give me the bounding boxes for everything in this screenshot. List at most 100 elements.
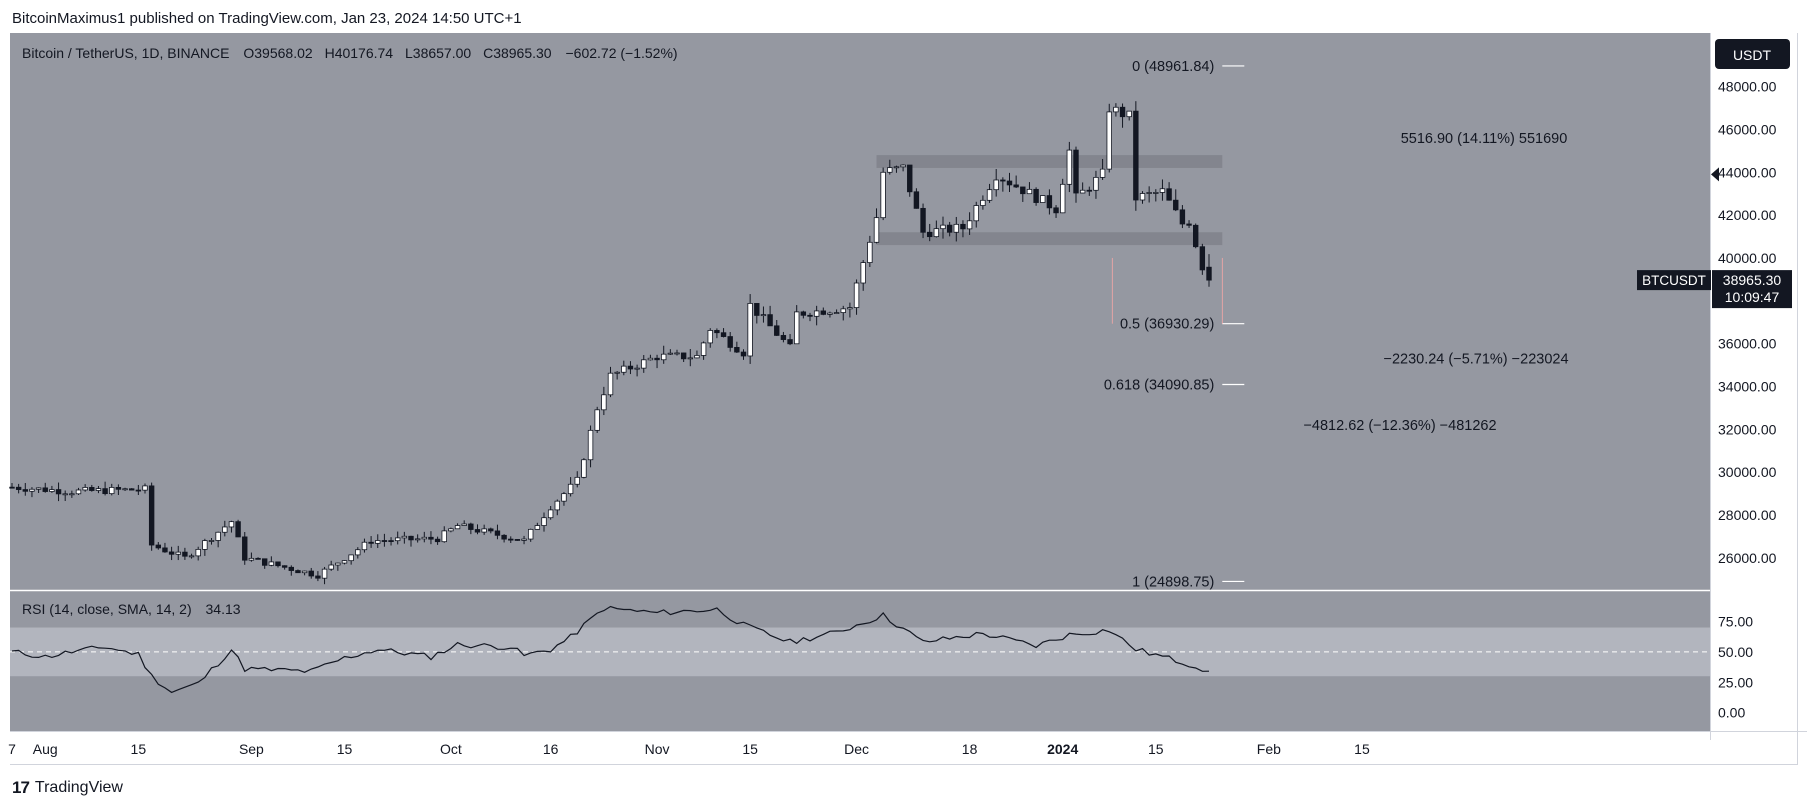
candle-body <box>414 538 421 541</box>
candle-body <box>182 551 188 557</box>
candle-body <box>827 312 833 315</box>
price-tick-label: 42000.00 <box>1718 207 1777 223</box>
price-tick-label: 30000.00 <box>1718 464 1777 480</box>
candle-body <box>1146 192 1152 194</box>
currency-button-bg[interactable] <box>1715 39 1790 69</box>
candle-body <box>328 564 334 570</box>
candle-body <box>75 489 82 495</box>
candle-body <box>946 224 953 233</box>
candle-body <box>873 217 880 243</box>
candle-body <box>321 568 328 579</box>
time-tick-label: Oct <box>440 741 462 757</box>
candle-body <box>774 325 780 336</box>
candle-body <box>1099 168 1106 178</box>
currency-button[interactable]: USDT <box>1715 39 1790 69</box>
price-tick-label: 26000.00 <box>1718 550 1777 566</box>
candle-body <box>1066 149 1073 185</box>
candle-body <box>35 487 42 490</box>
candle-body <box>208 540 215 542</box>
rsi-axis[interactable]: 0.00 25.00 50.00 75.00 <box>1718 613 1753 720</box>
candle-body <box>601 394 607 411</box>
ohlc-header: Bitcoin / TetherUS, 1D, BINANCE O39568.0… <box>22 45 678 61</box>
candle-body <box>1199 246 1206 271</box>
badge-symbol: BTCUSDT <box>1642 273 1706 288</box>
close-value: 38965.30 <box>493 45 552 61</box>
candle-body <box>554 500 560 511</box>
candle-body <box>880 171 886 219</box>
time-axis[interactable]: 7 Aug 15 Sep 15 Oct 16 Nov 15 Dec 18 2024 15 Feb 15 <box>8 741 1370 757</box>
candle-body <box>907 164 913 193</box>
candle-body <box>694 355 700 359</box>
candle-body <box>1173 199 1179 211</box>
price-axis[interactable]: 26000.00 28000.00 30000.00 32000.00 34000.00… <box>1718 79 1777 566</box>
candle-body <box>1033 188 1039 203</box>
candle-body <box>547 509 554 519</box>
candle-body <box>980 199 986 206</box>
candle-body <box>109 487 115 495</box>
badge-price-bg <box>1712 270 1792 309</box>
candle-body <box>275 561 281 567</box>
price-marker-arrow <box>1711 167 1719 182</box>
candle-body <box>966 220 973 230</box>
rsi-line <box>11 605 1210 694</box>
candle-body <box>69 493 75 496</box>
candle-body <box>248 557 255 561</box>
main-pane-background[interactable] <box>10 33 1710 590</box>
candle-body <box>734 347 740 353</box>
candle-body <box>348 554 354 562</box>
candle-body <box>794 311 800 345</box>
candle-body <box>1106 111 1112 170</box>
candle-body <box>55 489 62 495</box>
candle-body <box>800 311 807 316</box>
price-tick-label: 28000.00 <box>1718 507 1777 523</box>
candle-body <box>913 191 920 209</box>
rsi-series <box>11 605 1210 694</box>
candle-body <box>614 371 620 374</box>
currency-button-label[interactable]: USDT <box>1733 47 1772 63</box>
candle-body <box>155 544 161 549</box>
candle-body <box>242 536 248 561</box>
candle-body <box>1013 184 1019 188</box>
candle-body <box>488 528 494 532</box>
candle-body <box>375 540 381 544</box>
candle-body <box>807 314 813 317</box>
candle-body <box>933 228 940 238</box>
candle-body <box>714 330 720 334</box>
candle-body <box>594 409 600 431</box>
rsi-tick-label: 75.00 <box>1718 613 1753 629</box>
time-tick-label: Feb <box>1257 741 1281 757</box>
candle-body <box>853 282 860 309</box>
footer-brand[interactable]: 17 TradingView <box>12 778 123 798</box>
candle-body <box>501 534 507 540</box>
candle-body <box>448 528 454 532</box>
candle-body <box>1020 186 1026 195</box>
candle-body <box>281 565 288 568</box>
candle-body <box>235 521 241 538</box>
time-tick-label: 7 <box>8 741 16 757</box>
candle-body <box>1186 223 1192 226</box>
candle-body <box>986 189 993 201</box>
candle-body <box>707 330 713 344</box>
candle-body <box>355 549 361 556</box>
candle-body <box>82 487 88 491</box>
candle-body <box>574 476 580 485</box>
candle-body <box>641 359 647 369</box>
candle-body <box>215 531 221 541</box>
candle-body <box>720 332 727 337</box>
candle-body <box>661 353 667 361</box>
footer-brand-name[interactable]: TradingView <box>34 779 123 796</box>
candle-body <box>860 262 866 284</box>
candle-body <box>647 357 654 361</box>
candle-body <box>1206 266 1212 281</box>
candle-body <box>1040 195 1046 203</box>
candle-body <box>1046 195 1053 209</box>
time-tick-label: 15 <box>337 741 353 757</box>
tradingview-logo-icon[interactable]: 17 <box>12 778 30 797</box>
candle-body <box>927 231 933 238</box>
publisher-credit: BitcoinMaximus1 published on TradingView… <box>12 10 522 27</box>
high-label: H <box>325 45 335 61</box>
candle-body <box>1006 180 1013 186</box>
open-value: 39568.02 <box>254 45 313 61</box>
candle-body <box>128 488 135 491</box>
